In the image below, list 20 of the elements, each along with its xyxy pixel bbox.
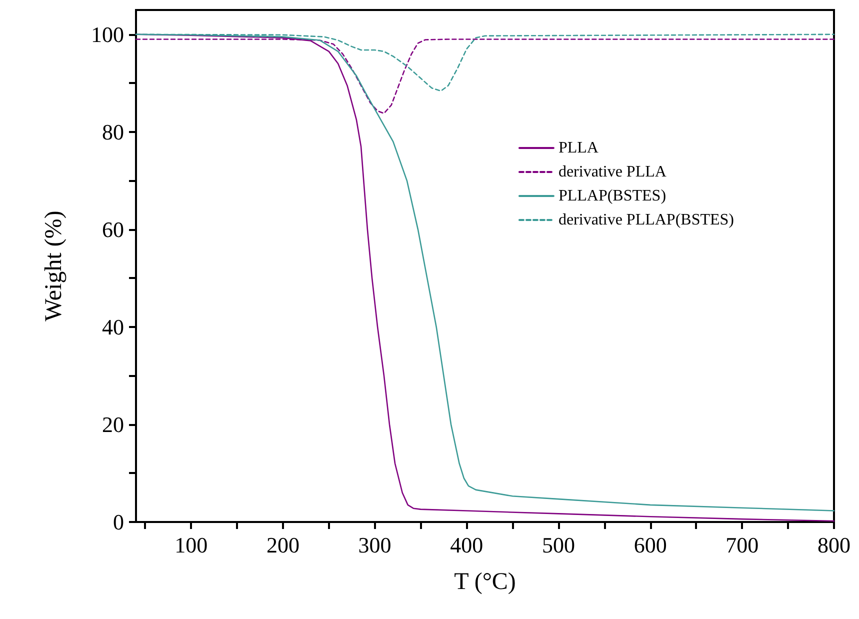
x-tick-label: 200 xyxy=(266,532,300,558)
x-tick-label: 300 xyxy=(358,532,392,558)
legend-label: derivative PLLA xyxy=(558,164,667,180)
x-tick-label: 400 xyxy=(450,532,484,558)
y-tick-label: 20 xyxy=(102,412,124,437)
legend-label: PLLA xyxy=(558,140,599,156)
x-tick-label: 600 xyxy=(634,532,667,558)
legend-label: PLLAP(BSTES) xyxy=(558,188,666,204)
legend-label: derivative PLLAP(BSTES) xyxy=(558,212,734,228)
x-tick-label: 500 xyxy=(542,532,575,558)
y-tick-label: 0 xyxy=(113,510,124,534)
x-tick-label: 700 xyxy=(726,532,759,558)
y-tick-label: 60 xyxy=(102,216,124,242)
x-axis-title: T (°C) xyxy=(454,569,516,595)
y-tick-label: 80 xyxy=(102,119,124,144)
x-tick-label: 800 xyxy=(818,532,850,558)
y-tick-label: 40 xyxy=(102,314,124,340)
y-tick-label: 100 xyxy=(91,22,124,47)
y-axis-title: Weight (%) xyxy=(41,210,67,322)
x-tick-label: 100 xyxy=(174,532,208,558)
